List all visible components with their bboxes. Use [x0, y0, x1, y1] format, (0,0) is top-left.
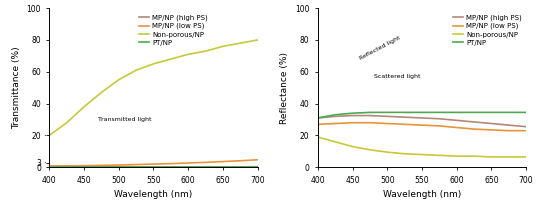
Text: Reflected light: Reflected light	[359, 35, 402, 61]
X-axis label: Wavelength (nm): Wavelength (nm)	[383, 190, 461, 199]
Text: Transmitted light: Transmitted light	[98, 117, 151, 122]
Legend: MP/NP (high PS), MP/NP (low PS), Non-porous/NP, PT/NP: MP/NP (high PS), MP/NP (low PS), Non-por…	[450, 12, 524, 48]
Y-axis label: Reflectance (%): Reflectance (%)	[281, 52, 289, 124]
X-axis label: Wavelength (nm): Wavelength (nm)	[115, 190, 192, 199]
Text: Scattered light: Scattered light	[374, 74, 420, 79]
Legend: MP/NP (high PS), MP/NP (low PS), Non-porous/NP, PT/NP: MP/NP (high PS), MP/NP (low PS), Non-por…	[136, 12, 210, 48]
Y-axis label: Transmittance (%): Transmittance (%)	[12, 46, 21, 129]
